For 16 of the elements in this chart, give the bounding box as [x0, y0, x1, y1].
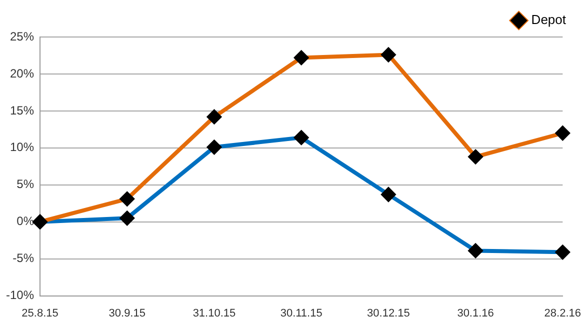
y-tick-label: 10%: [10, 140, 34, 154]
x-tick-label: 28.2.16: [544, 307, 581, 320]
x-tick-label: 30.9.15: [108, 307, 146, 320]
y-tick-label: -10%: [6, 288, 34, 302]
y-tick-label: 0%: [16, 214, 34, 228]
legend-label: Depot: [531, 12, 566, 28]
y-tick-label: -5%: [12, 251, 34, 266]
y-tick-label: 5%: [16, 177, 34, 192]
x-tick-label: 25.8.15: [22, 307, 58, 320]
x-tick-label: 30.11.15: [280, 307, 322, 320]
y-tick-label: 20%: [10, 66, 34, 80]
x-tick-label: 30.12.15: [367, 307, 410, 320]
y-tick-label: 25%: [10, 29, 34, 44]
x-tick-label: 30.1.16: [457, 307, 494, 320]
x-tick-label: 31.10.15: [192, 307, 236, 320]
y-tick-label: 15%: [10, 103, 34, 118]
